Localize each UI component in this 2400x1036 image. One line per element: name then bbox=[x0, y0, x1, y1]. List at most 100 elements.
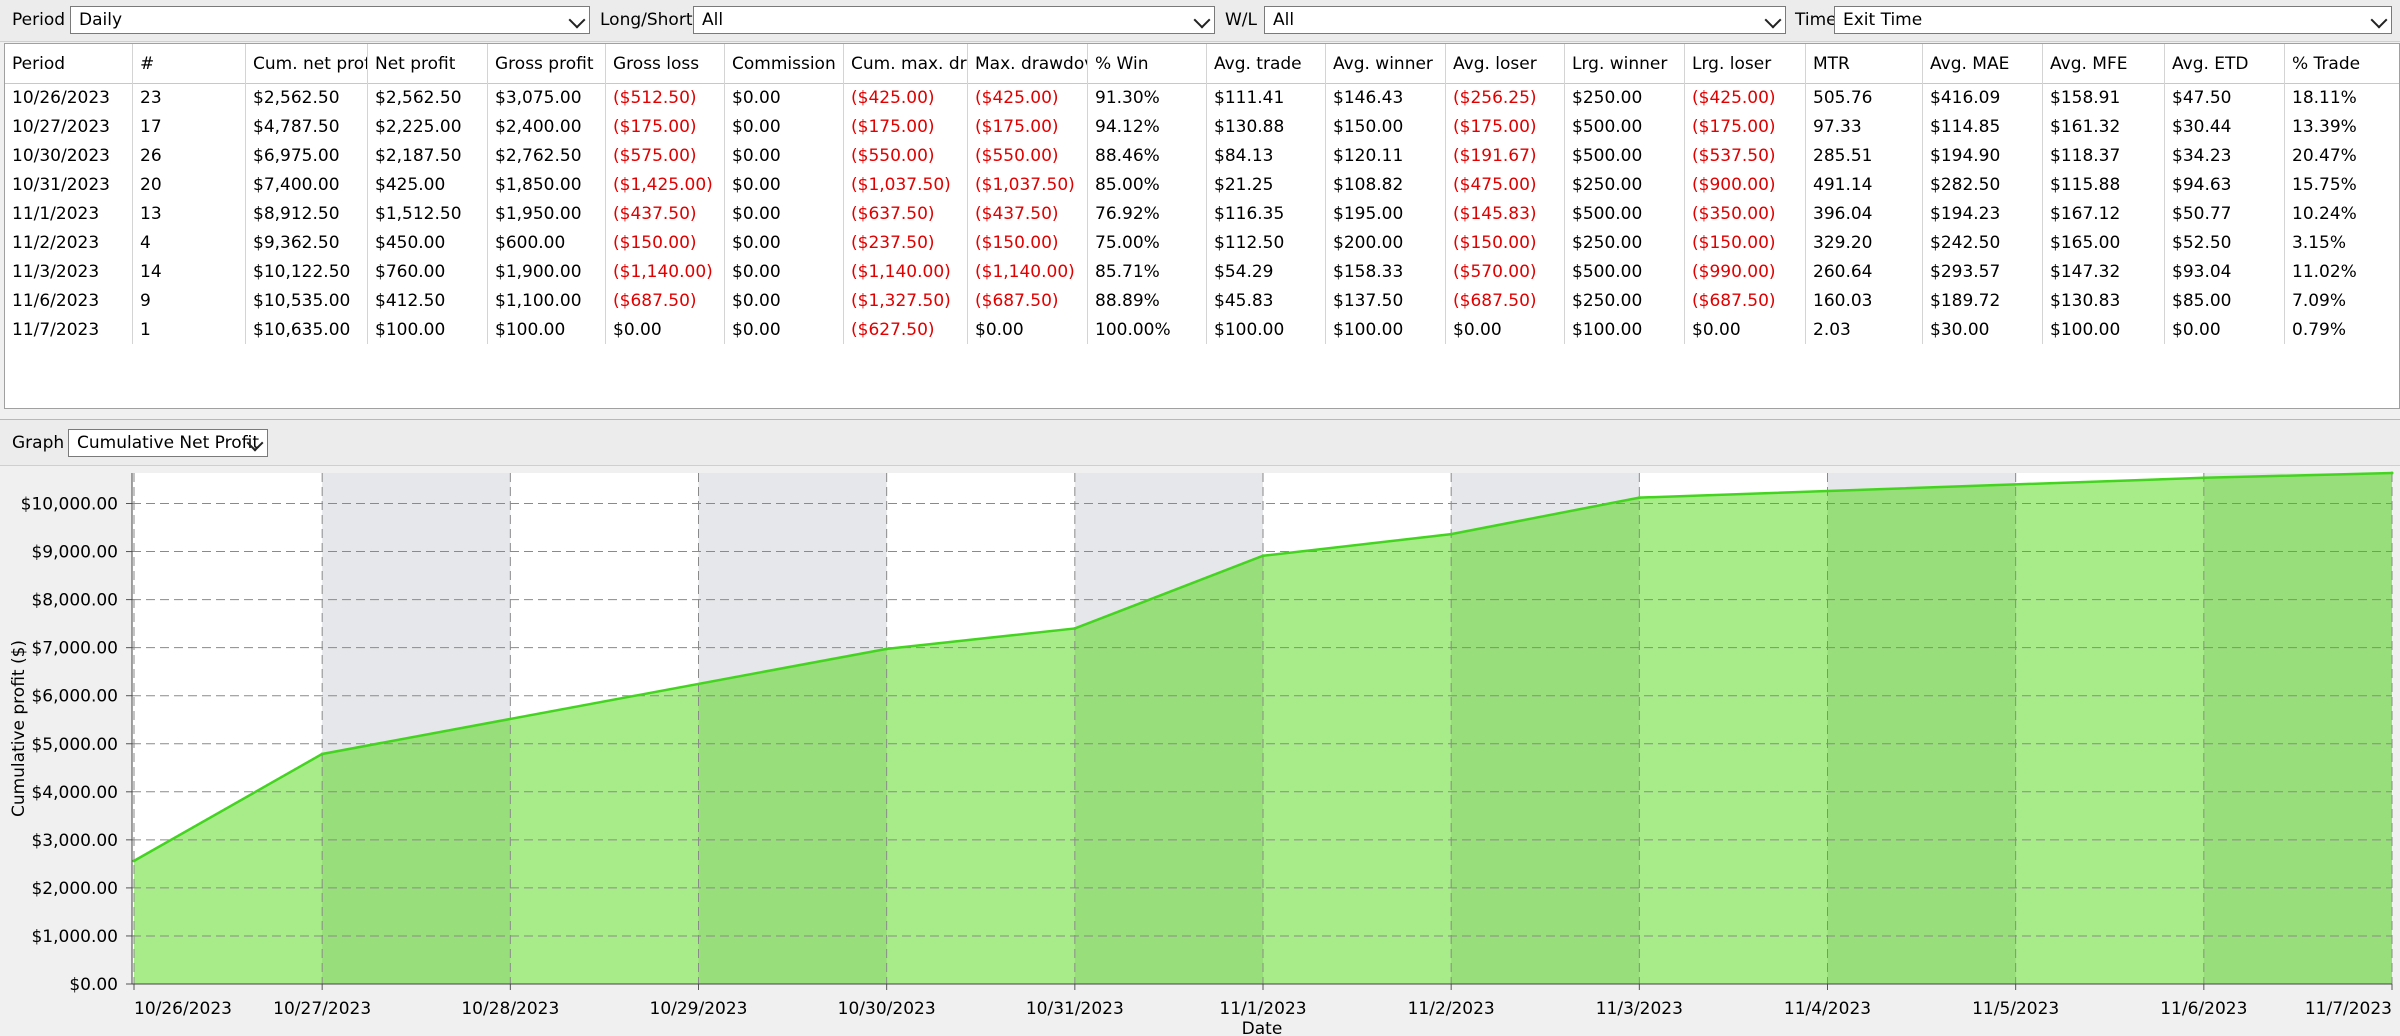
table-cell: $10,122.50 bbox=[246, 257, 368, 286]
area-band-shade bbox=[1451, 473, 1640, 984]
table-cell: ($475.00) bbox=[1446, 170, 1565, 199]
table-cell: $10,635.00 bbox=[246, 315, 368, 344]
table-row[interactable]: 11/7/2023 1 $10,635.00 $100.00 $100.00 $0.00 $… bbox=[5, 315, 2399, 344]
table-cell: $21.25 bbox=[1207, 170, 1326, 199]
wl-select[interactable]: All bbox=[1264, 6, 1786, 34]
table-cell: $0.00 bbox=[725, 315, 844, 344]
data-point bbox=[1449, 532, 1453, 536]
table-cell: $6,975.00 bbox=[246, 141, 368, 170]
table-cell: $0.00 bbox=[725, 141, 844, 170]
table-cell: ($175.00) bbox=[968, 112, 1088, 141]
chevron-down-icon bbox=[568, 11, 586, 29]
y-tick-label: $3,000.00 bbox=[31, 831, 118, 851]
table-row[interactable]: 11/6/2023 9 $10,535.00 $412.50 $1,100.00 ($68… bbox=[5, 286, 2399, 315]
table-row[interactable]: 10/26/2023 23 $2,562.50 $2,562.50 $3,075.00(… bbox=[5, 83, 2399, 112]
table-cell: ($150.00) bbox=[968, 228, 1088, 257]
table-cell: ($570.00) bbox=[1446, 257, 1565, 286]
table-cell: $0.00 bbox=[1446, 315, 1565, 344]
column-header[interactable]: Period bbox=[5, 44, 133, 83]
column-header[interactable]: Avg. trade bbox=[1207, 44, 1326, 83]
table-cell: $1,950.00 bbox=[488, 199, 606, 228]
table-cell: $30.44 bbox=[2165, 112, 2285, 141]
column-header[interactable]: Lrg. winner bbox=[1565, 44, 1685, 83]
column-header[interactable]: Avg. ETD bbox=[2165, 44, 2285, 83]
table-cell: $2,187.50 bbox=[368, 141, 488, 170]
table-cell: 396.04 bbox=[1806, 199, 1923, 228]
table-cell: ($150.00) bbox=[1446, 228, 1565, 257]
table-cell: 18.11% bbox=[2285, 83, 2399, 112]
column-header[interactable]: Max. drawdov bbox=[968, 44, 1088, 83]
table-cell: $100.00 bbox=[368, 315, 488, 344]
table-cell: $116.35 bbox=[1207, 199, 1326, 228]
data-point bbox=[1637, 496, 1641, 500]
graph-type-select[interactable]: Cumulative Net Profit bbox=[68, 429, 268, 457]
column-header[interactable]: Gross loss bbox=[606, 44, 725, 83]
x-tick-label: 11/7/2023 bbox=[2305, 999, 2392, 1019]
table-cell: ($637.50) bbox=[844, 199, 968, 228]
table-row[interactable]: 11/2/2023 4 $9,362.50 $450.00 $600.00 ($150.0… bbox=[5, 228, 2399, 257]
table-cell: $100.00 bbox=[1565, 315, 1685, 344]
x-tick-label: 11/3/2023 bbox=[1596, 999, 1683, 1019]
table-cell: 11/1/2023 bbox=[5, 199, 133, 228]
table-cell: 75.00% bbox=[1088, 228, 1207, 257]
y-tick-label: $10,000.00 bbox=[21, 495, 118, 515]
table-cell: $0.00 bbox=[725, 170, 844, 199]
column-header[interactable]: Cum. net prof bbox=[246, 44, 368, 83]
column-header[interactable]: Lrg. loser bbox=[1685, 44, 1806, 83]
table-cell: 4 bbox=[133, 228, 246, 257]
table-cell: $2,225.00 bbox=[368, 112, 488, 141]
table-cell: 14 bbox=[133, 257, 246, 286]
table-cell: 10/26/2023 bbox=[5, 83, 133, 112]
column-header[interactable]: % Trade bbox=[2285, 44, 2399, 83]
x-tick-label: 10/28/2023 bbox=[461, 999, 559, 1019]
table-cell: $1,512.50 bbox=[368, 199, 488, 228]
column-header[interactable]: MTR bbox=[1806, 44, 1923, 83]
table-cell: $450.00 bbox=[368, 228, 488, 257]
chevron-down-icon bbox=[2370, 11, 2388, 29]
table-cell: $150.00 bbox=[1326, 112, 1446, 141]
table-cell: ($175.00) bbox=[1685, 112, 1806, 141]
table-cell: ($687.50) bbox=[1446, 286, 1565, 315]
table-row[interactable]: 11/3/2023 14 $10,122.50 $760.00 $1,900.00 ($1… bbox=[5, 257, 2399, 286]
table-cell: ($256.25) bbox=[1446, 83, 1565, 112]
graph-toolbar: Graph Cumulative Net Profit bbox=[0, 420, 2400, 466]
table-cell: 329.20 bbox=[1806, 228, 1923, 257]
column-header[interactable]: Avg. MAE bbox=[1923, 44, 2043, 83]
longshort-select[interactable]: All bbox=[693, 6, 1215, 34]
table-cell: ($1,140.00) bbox=[844, 257, 968, 286]
area-band-shade bbox=[2203, 473, 2392, 984]
table-cell: $158.33 bbox=[1326, 257, 1446, 286]
table-cell: $0.00 bbox=[606, 315, 725, 344]
table-row[interactable]: 11/1/2023 13 $8,912.50 $1,512.50 $1,950.00 ($… bbox=[5, 199, 2399, 228]
column-header[interactable]: Net profit bbox=[368, 44, 488, 83]
performance-table: Period # Cum. net prof Net profit Gross prof… bbox=[4, 43, 2400, 409]
table-cell: 11/6/2023 bbox=[5, 286, 133, 315]
table-cell: 97.33 bbox=[1806, 112, 1923, 141]
table-cell: 9 bbox=[133, 286, 246, 315]
table-cell: ($512.50) bbox=[606, 83, 725, 112]
table-cell: ($687.50) bbox=[968, 286, 1088, 315]
table-row[interactable]: 10/27/2023 17 $4,787.50 $2,225.00 $2,400.00(… bbox=[5, 112, 2399, 141]
column-header[interactable]: # bbox=[133, 44, 246, 83]
column-header[interactable]: Avg. MFE bbox=[2043, 44, 2165, 83]
timebase-select[interactable]: Exit Time bbox=[1834, 6, 2392, 34]
table-cell: 160.03 bbox=[1806, 286, 1923, 315]
table-cell: $50.77 bbox=[2165, 199, 2285, 228]
table-cell: ($687.50) bbox=[1685, 286, 1806, 315]
column-header[interactable]: % Win bbox=[1088, 44, 1207, 83]
table-cell: $167.12 bbox=[2043, 199, 2165, 228]
column-header[interactable]: Cum. max. dra bbox=[844, 44, 968, 83]
column-header[interactable]: Commission bbox=[725, 44, 844, 83]
period-select[interactable]: Daily bbox=[70, 6, 590, 34]
longshort-label: Long/Short bbox=[600, 10, 693, 30]
column-header[interactable]: Avg. loser bbox=[1446, 44, 1565, 83]
table-row[interactable]: 10/31/2023 20 $7,400.00 $425.00 $1,850.00 ($1… bbox=[5, 170, 2399, 199]
column-header[interactable]: Gross profit bbox=[488, 44, 606, 83]
table-cell: $84.13 bbox=[1207, 141, 1326, 170]
table-row[interactable]: 10/30/2023 26 $6,975.00 $2,187.50 $2,762.50(… bbox=[5, 141, 2399, 170]
table-cell: 285.51 bbox=[1806, 141, 1923, 170]
column-header[interactable]: Avg. winner bbox=[1326, 44, 1446, 83]
x-tick-label: 10/27/2023 bbox=[273, 999, 371, 1019]
chevron-down-icon bbox=[1764, 11, 1782, 29]
table-cell: $0.00 bbox=[725, 112, 844, 141]
